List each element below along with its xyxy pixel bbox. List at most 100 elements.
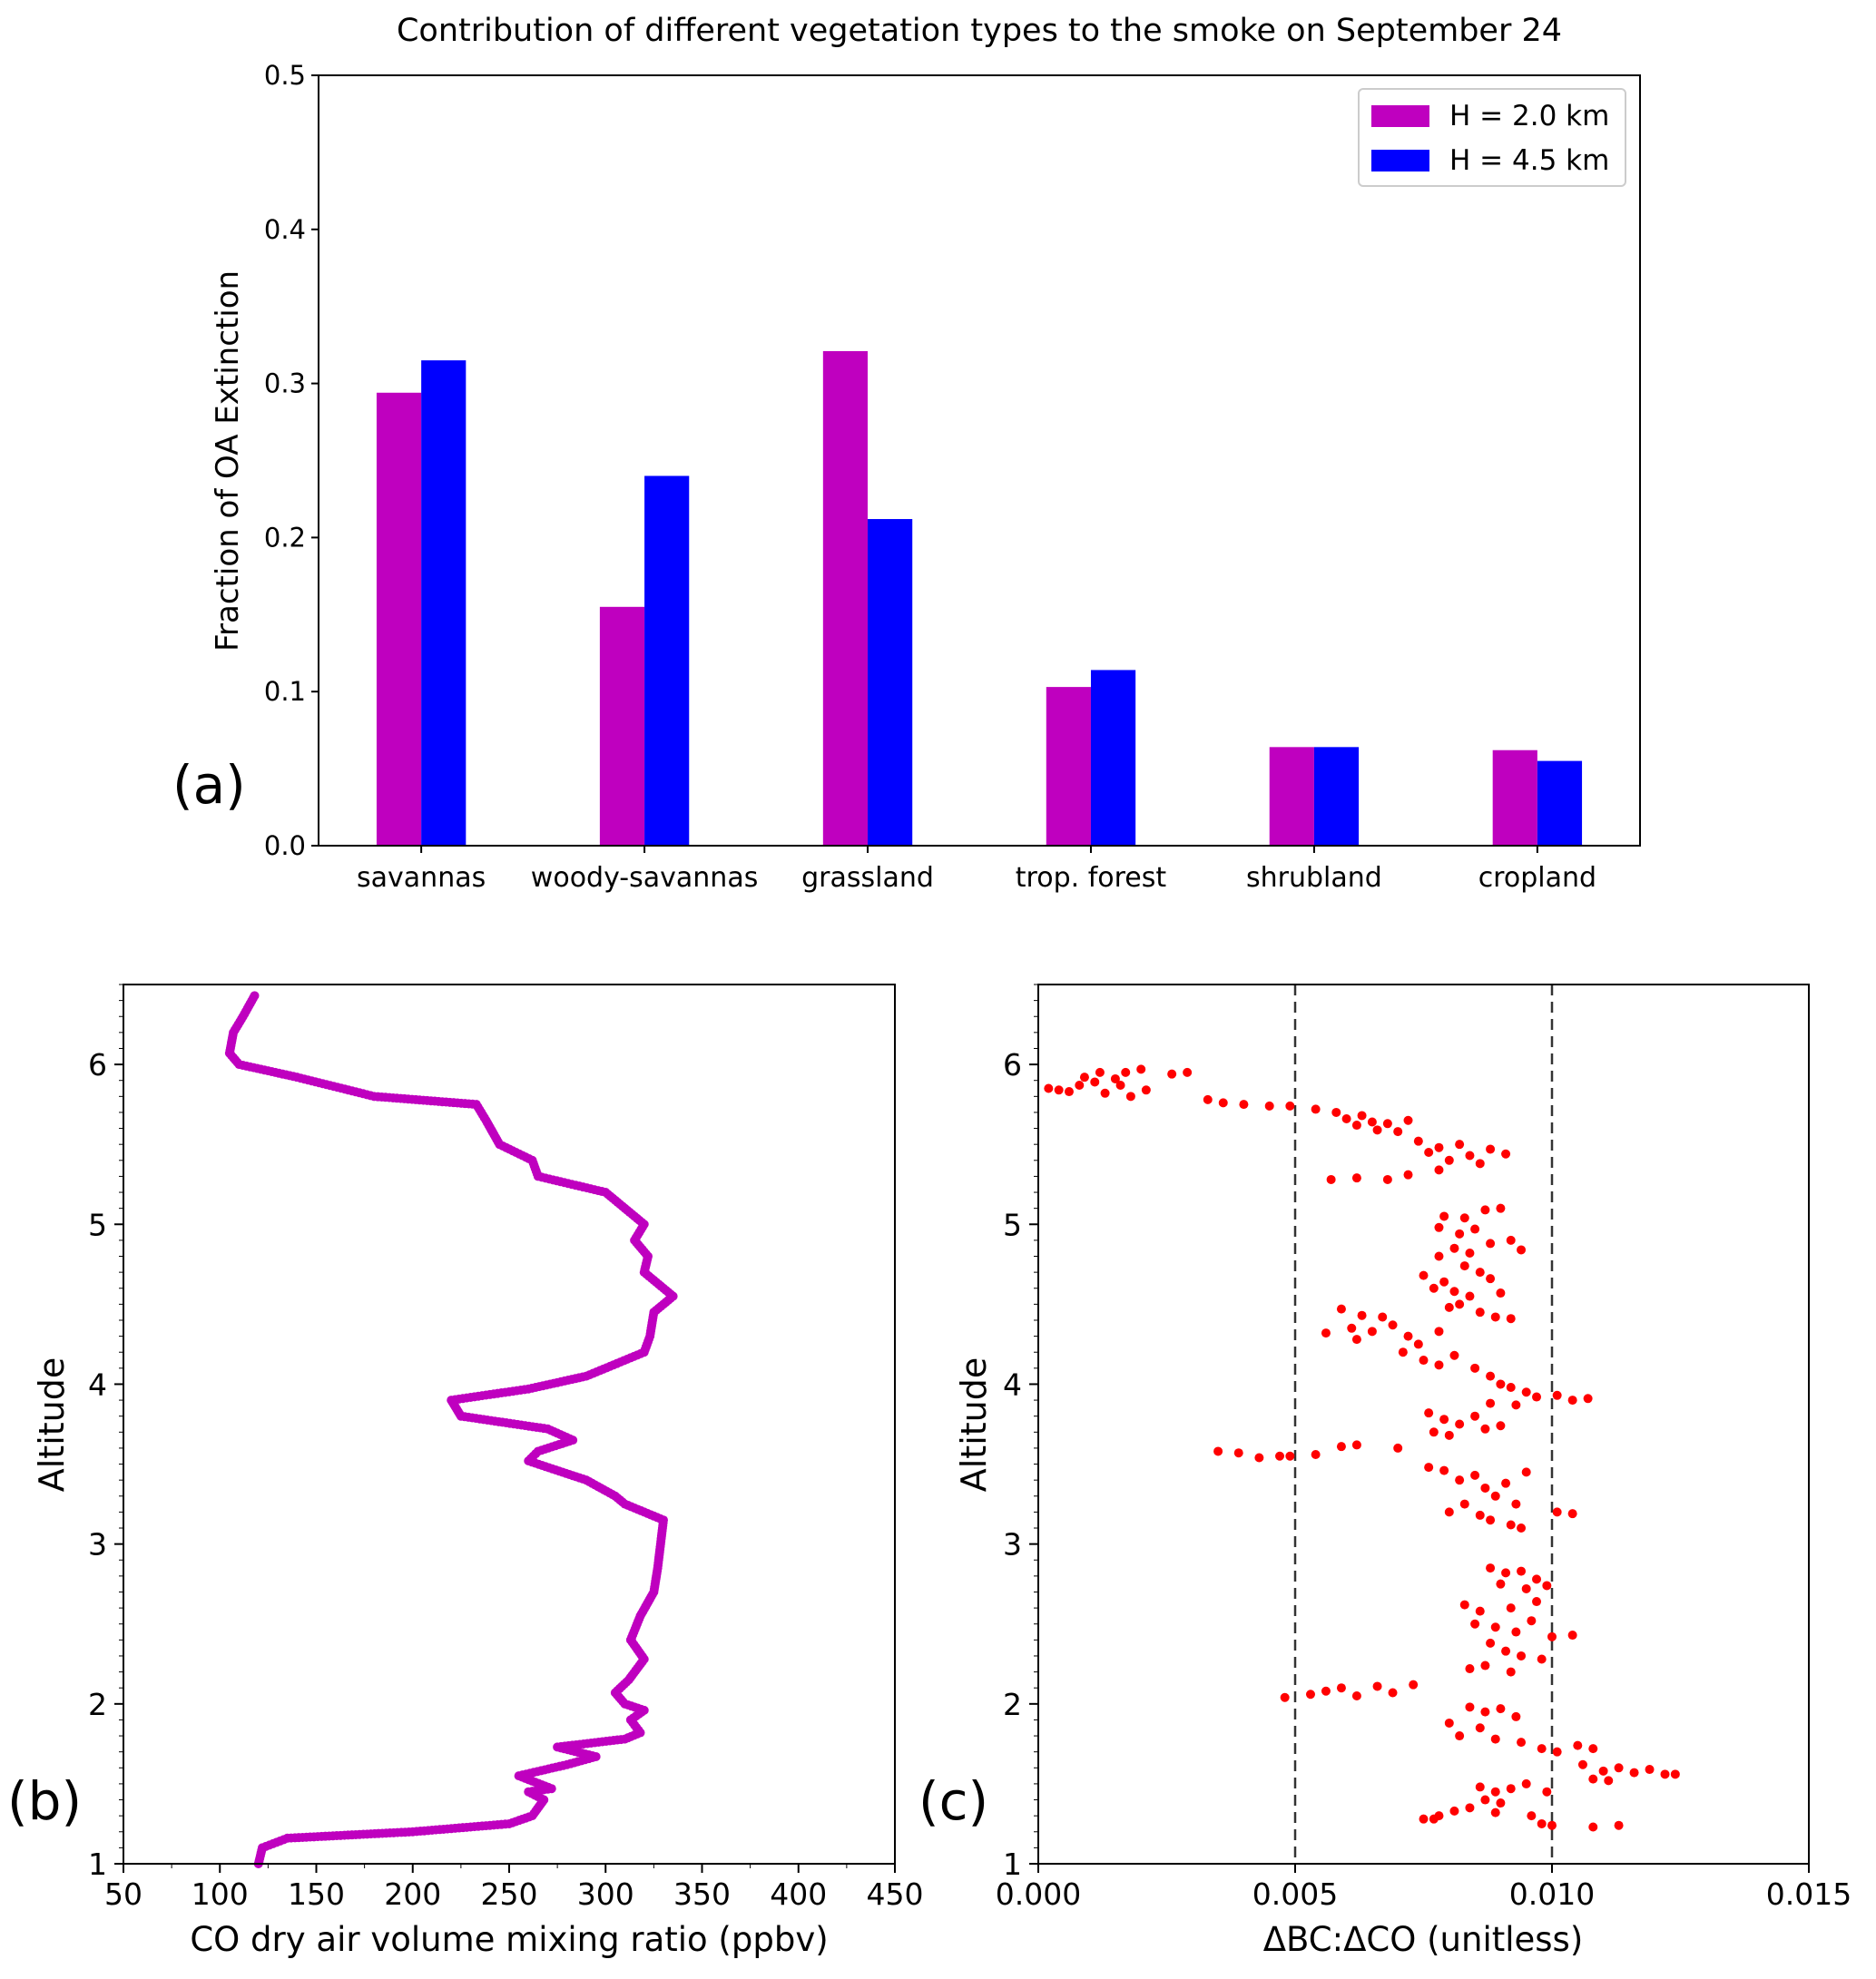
data-point	[1470, 1619, 1480, 1629]
data-point	[1506, 1314, 1516, 1324]
data-point	[1490, 1622, 1500, 1632]
x-tick-label: 0.005	[1252, 1876, 1338, 1912]
data-point	[1311, 1449, 1321, 1459]
x-tick-label: 0.015	[1766, 1876, 1851, 1912]
data-point	[1449, 1243, 1459, 1253]
panel-label-b: (b)	[7, 1770, 82, 1832]
data-point	[1429, 1283, 1439, 1293]
data-point	[1490, 1734, 1500, 1744]
y-tick-label: 5	[1003, 1207, 1022, 1242]
x-tick-label: savannas	[357, 862, 486, 894]
legend-swatch	[1371, 150, 1429, 171]
ylabel-a: Fraction of OA Extinction	[210, 270, 246, 652]
y-tick-label: 6	[1003, 1047, 1022, 1083]
data-point	[1403, 1115, 1413, 1125]
data-point	[1490, 1787, 1500, 1797]
data-point	[1506, 1603, 1516, 1613]
data-point	[1670, 1769, 1680, 1779]
y-tick-label: 3	[88, 1527, 107, 1563]
data-point	[1496, 1798, 1506, 1808]
data-point	[1449, 1350, 1459, 1360]
data-point	[1429, 1427, 1439, 1437]
data-point	[1218, 1098, 1228, 1108]
data-point	[1136, 1064, 1146, 1074]
data-point	[1486, 1515, 1496, 1525]
data-point	[1285, 1451, 1295, 1461]
data-point	[1490, 1312, 1500, 1322]
data-point	[1547, 1820, 1557, 1830]
data-point	[1326, 1174, 1336, 1184]
data-point	[250, 991, 260, 1001]
data-point	[1506, 1784, 1516, 1794]
xlabel-b: CO dry air volume mixing ratio (ppbv)	[190, 1920, 828, 1959]
data-point	[1254, 1453, 1264, 1463]
y-tick-label: 2	[1003, 1687, 1022, 1722]
data-point	[1517, 1738, 1527, 1748]
data-point	[1264, 1101, 1274, 1111]
data-point	[1496, 1421, 1506, 1431]
data-point	[1409, 1680, 1419, 1690]
data-point	[1496, 1704, 1506, 1714]
data-point	[1434, 1222, 1444, 1232]
data-point	[1419, 1356, 1429, 1366]
data-point	[1233, 1448, 1243, 1458]
data-point	[1388, 1320, 1398, 1330]
data-point	[1455, 1731, 1465, 1741]
data-point	[1614, 1763, 1624, 1773]
data-point	[1444, 1155, 1454, 1165]
data-point	[1465, 1291, 1475, 1301]
data-point	[1424, 1408, 1434, 1418]
data-point	[1486, 1638, 1496, 1648]
data-point	[1567, 1396, 1577, 1406]
data-point	[1044, 1083, 1054, 1093]
data-point	[1388, 1688, 1398, 1698]
data-point	[1598, 1766, 1608, 1776]
x-tick-label: cropland	[1478, 862, 1596, 894]
data-point	[1517, 1566, 1527, 1576]
data-point	[1372, 1125, 1382, 1135]
data-point	[1588, 1774, 1598, 1784]
y-tick-label: 0.2	[264, 522, 306, 553]
data-point	[1588, 1822, 1598, 1832]
y-tick-label: 4	[88, 1367, 107, 1402]
data-point	[1496, 1203, 1506, 1213]
data-point	[1444, 1718, 1454, 1728]
data-point	[1054, 1085, 1064, 1095]
data-point	[1486, 1398, 1496, 1408]
data-point	[1475, 1723, 1485, 1733]
data-point	[1517, 1245, 1527, 1255]
data-point	[1480, 1795, 1490, 1805]
data-point	[1347, 1323, 1357, 1333]
x-tick-label: grassland	[801, 862, 934, 894]
data-point	[1480, 1661, 1490, 1670]
data-point	[1213, 1446, 1223, 1456]
ylabel-c: Altitude	[954, 1357, 994, 1493]
legend-label: H = 2.0 km	[1449, 100, 1609, 132]
data-point	[1351, 1691, 1361, 1701]
data-point	[1567, 1631, 1577, 1641]
data-point	[1455, 1140, 1465, 1150]
data-point	[1439, 1277, 1449, 1287]
data-point	[1444, 1430, 1454, 1440]
bar-grassland-2	[868, 519, 913, 846]
data-point	[1336, 1304, 1346, 1314]
data-point	[1604, 1776, 1614, 1786]
data-point	[1351, 1440, 1361, 1450]
data-point	[1527, 1616, 1537, 1626]
y-tick-label: 6	[88, 1047, 107, 1083]
data-point	[1475, 1782, 1485, 1792]
data-point	[1434, 1360, 1444, 1370]
data-point	[1449, 1806, 1459, 1816]
data-point	[1183, 1067, 1193, 1077]
data-point	[1583, 1394, 1593, 1404]
data-point	[1367, 1327, 1377, 1337]
x-tick-label: 400	[770, 1876, 827, 1912]
y-tick-label: 1	[1003, 1847, 1022, 1882]
bar-cropland-1	[1492, 749, 1537, 846]
data-point	[1470, 1363, 1480, 1373]
y-tick-label: 0.5	[264, 60, 306, 91]
bar-trop-forest-2	[1090, 670, 1136, 846]
data-point	[1075, 1080, 1085, 1090]
y-tick-label: 0.0	[264, 830, 306, 861]
xlabel-c: ΔBC:ΔCO (unitless)	[1263, 1920, 1584, 1959]
